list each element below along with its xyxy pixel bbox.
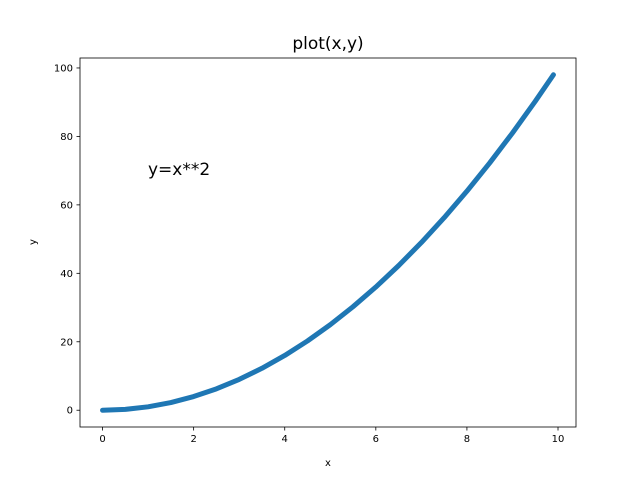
x-tick-label: 4 xyxy=(282,434,288,445)
plot-area xyxy=(80,58,576,427)
x-tick-label: 10 xyxy=(552,434,565,445)
y-tick-label: 100 xyxy=(54,63,73,74)
y-tick-label: 60 xyxy=(60,200,73,211)
y-tick-label: 40 xyxy=(60,269,73,280)
x-tick-label: 6 xyxy=(373,434,379,445)
x-tick-label: 0 xyxy=(99,434,105,445)
y-tick-label: 20 xyxy=(60,337,73,348)
series-line xyxy=(100,72,556,413)
x-tick-label: 2 xyxy=(190,434,196,445)
y-tick-label: 0 xyxy=(67,406,73,417)
chart-title: plot(x,y) xyxy=(292,34,363,54)
y-tick-label: 80 xyxy=(60,132,73,143)
plot-frame xyxy=(79,57,577,428)
series-layer xyxy=(100,72,556,413)
y-axis-label: y xyxy=(28,239,39,245)
annotation-y-equals-x-squared: y=x**2 xyxy=(148,160,210,180)
x-tick-label: 8 xyxy=(464,434,470,445)
x-axis-label: x xyxy=(325,458,331,469)
